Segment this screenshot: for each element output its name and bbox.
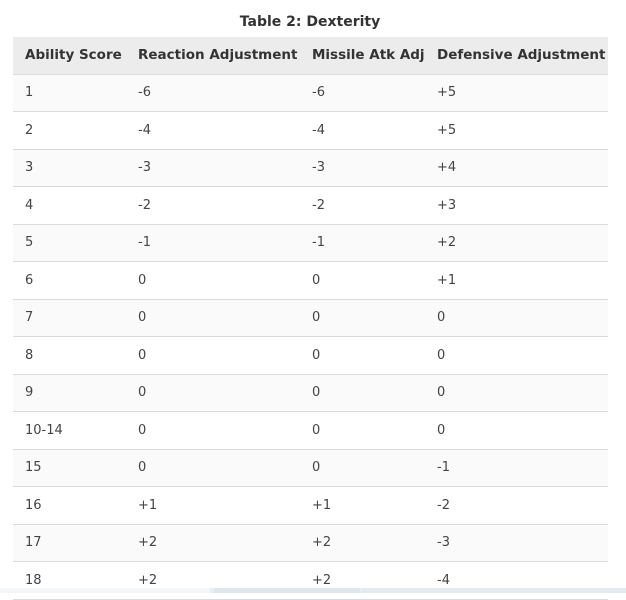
table-caption: Table 2: Dexterity	[239, 14, 381, 30]
ability-score-cell: 7	[13, 299, 126, 337]
ability-score-cell: 10-14	[13, 411, 126, 450]
missile-atk-adj-cell: 0	[300, 449, 425, 487]
table-header: Ability Score Reaction Adjustment Missil…	[13, 37, 608, 75]
reaction-adjustment-cell: +2	[126, 524, 300, 562]
reaction-adjustment-cell: -6	[126, 74, 300, 112]
reaction-adjustment-cell: -1	[126, 224, 300, 262]
bottom-strip-segment	[362, 588, 626, 593]
missile-atk-adj-cell: 0	[300, 336, 425, 375]
header-defensive-adjustment: Defensive Adjustment	[425, 37, 608, 75]
table-row: 10-14 0 0 0	[13, 411, 608, 450]
reaction-adjustment-cell: 0	[126, 411, 300, 450]
reaction-adjustment-cell: -3	[126, 149, 300, 187]
table-row: 1 -6 -6 +5	[13, 74, 608, 112]
table-row: 17 +2 +2 -3	[13, 524, 608, 562]
ability-score-cell: 2	[13, 111, 126, 150]
missile-atk-adj-cell: -4	[300, 111, 425, 150]
reaction-adjustment-cell: 0	[126, 299, 300, 337]
defensive-adjustment-cell: -1	[425, 449, 608, 487]
bottom-strip	[0, 588, 626, 593]
ability-score-cell: 6	[13, 261, 126, 300]
ability-score-cell: 9	[13, 374, 126, 412]
header-row: Ability Score Reaction Adjustment Missil…	[13, 37, 608, 75]
table-row: 3 -3 -3 +4	[13, 149, 608, 187]
table-row: 18 +2 +2 -4	[13, 561, 608, 600]
ability-score-cell: 15	[13, 449, 126, 487]
header-ability-score: Ability Score	[13, 37, 126, 75]
header-reaction-adjustment: Reaction Adjustment	[126, 37, 300, 75]
defensive-adjustment-cell: 0	[425, 336, 608, 375]
defensive-adjustment-cell: +5	[425, 111, 608, 150]
ability-score-cell: 17	[13, 524, 126, 562]
table-body: 1 -6 -6 +5 2 -4 -4 +5 3 -3 -3 +4 4 -2 -2 +3 5 -1 -1 +2 6 0 0 +1…	[13, 74, 608, 600]
reaction-adjustment-cell: -4	[126, 111, 300, 150]
ability-score-cell: 3	[13, 149, 126, 187]
ability-score-cell: 1	[13, 74, 126, 112]
reaction-adjustment-cell: +1	[126, 486, 300, 525]
bottom-strip-segment	[214, 588, 360, 593]
missile-atk-adj-cell: +1	[300, 486, 425, 525]
table-row: 6 0 0 +1	[13, 261, 608, 300]
table-row: 16 +1 +1 -2	[13, 486, 608, 525]
defensive-adjustment-cell: -3	[425, 524, 608, 562]
defensive-adjustment-cell: +2	[425, 224, 608, 262]
reaction-adjustment-cell: 0	[126, 449, 300, 487]
reaction-adjustment-cell: -2	[126, 186, 300, 225]
reaction-adjustment-cell: +2	[126, 561, 300, 600]
missile-atk-adj-cell: 0	[300, 261, 425, 300]
missile-atk-adj-cell: -6	[300, 74, 425, 112]
defensive-adjustment-cell: +5	[425, 74, 608, 112]
ability-score-cell: 5	[13, 224, 126, 262]
table-row: 4 -2 -2 +3	[13, 186, 608, 225]
ability-score-cell: 16	[13, 486, 126, 525]
table-row: 2 -4 -4 +5	[13, 111, 608, 150]
ability-score-cell: 8	[13, 336, 126, 375]
defensive-adjustment-cell: +4	[425, 149, 608, 187]
defensive-adjustment-cell: 0	[425, 299, 608, 337]
missile-atk-adj-cell: +2	[300, 561, 425, 600]
header-missile-atk-adj: Missile Atk Adj	[300, 37, 425, 75]
dexterity-table: Ability Score Reaction Adjustment Missil…	[13, 37, 608, 600]
defensive-adjustment-cell: 0	[425, 411, 608, 450]
missile-atk-adj-cell: -1	[300, 224, 425, 262]
reaction-adjustment-cell: 0	[126, 261, 300, 300]
defensive-adjustment-cell: +1	[425, 261, 608, 300]
missile-atk-adj-cell: 0	[300, 374, 425, 412]
reaction-adjustment-cell: 0	[126, 374, 300, 412]
defensive-adjustment-cell: +3	[425, 186, 608, 225]
ability-score-cell: 18	[13, 561, 126, 600]
defensive-adjustment-cell: -4	[425, 561, 608, 600]
missile-atk-adj-cell: +2	[300, 524, 425, 562]
bottom-strip-segment	[0, 588, 210, 593]
table-row: 5 -1 -1 +2	[13, 224, 608, 262]
missile-atk-adj-cell: -2	[300, 186, 425, 225]
table-row: 15 0 0 -1	[13, 449, 608, 487]
defensive-adjustment-cell: 0	[425, 374, 608, 412]
missile-atk-adj-cell: -3	[300, 149, 425, 187]
reaction-adjustment-cell: 0	[126, 336, 300, 375]
missile-atk-adj-cell: 0	[300, 299, 425, 337]
ability-score-cell: 4	[13, 186, 126, 225]
defensive-adjustment-cell: -2	[425, 486, 608, 525]
missile-atk-adj-cell: 0	[300, 411, 425, 450]
